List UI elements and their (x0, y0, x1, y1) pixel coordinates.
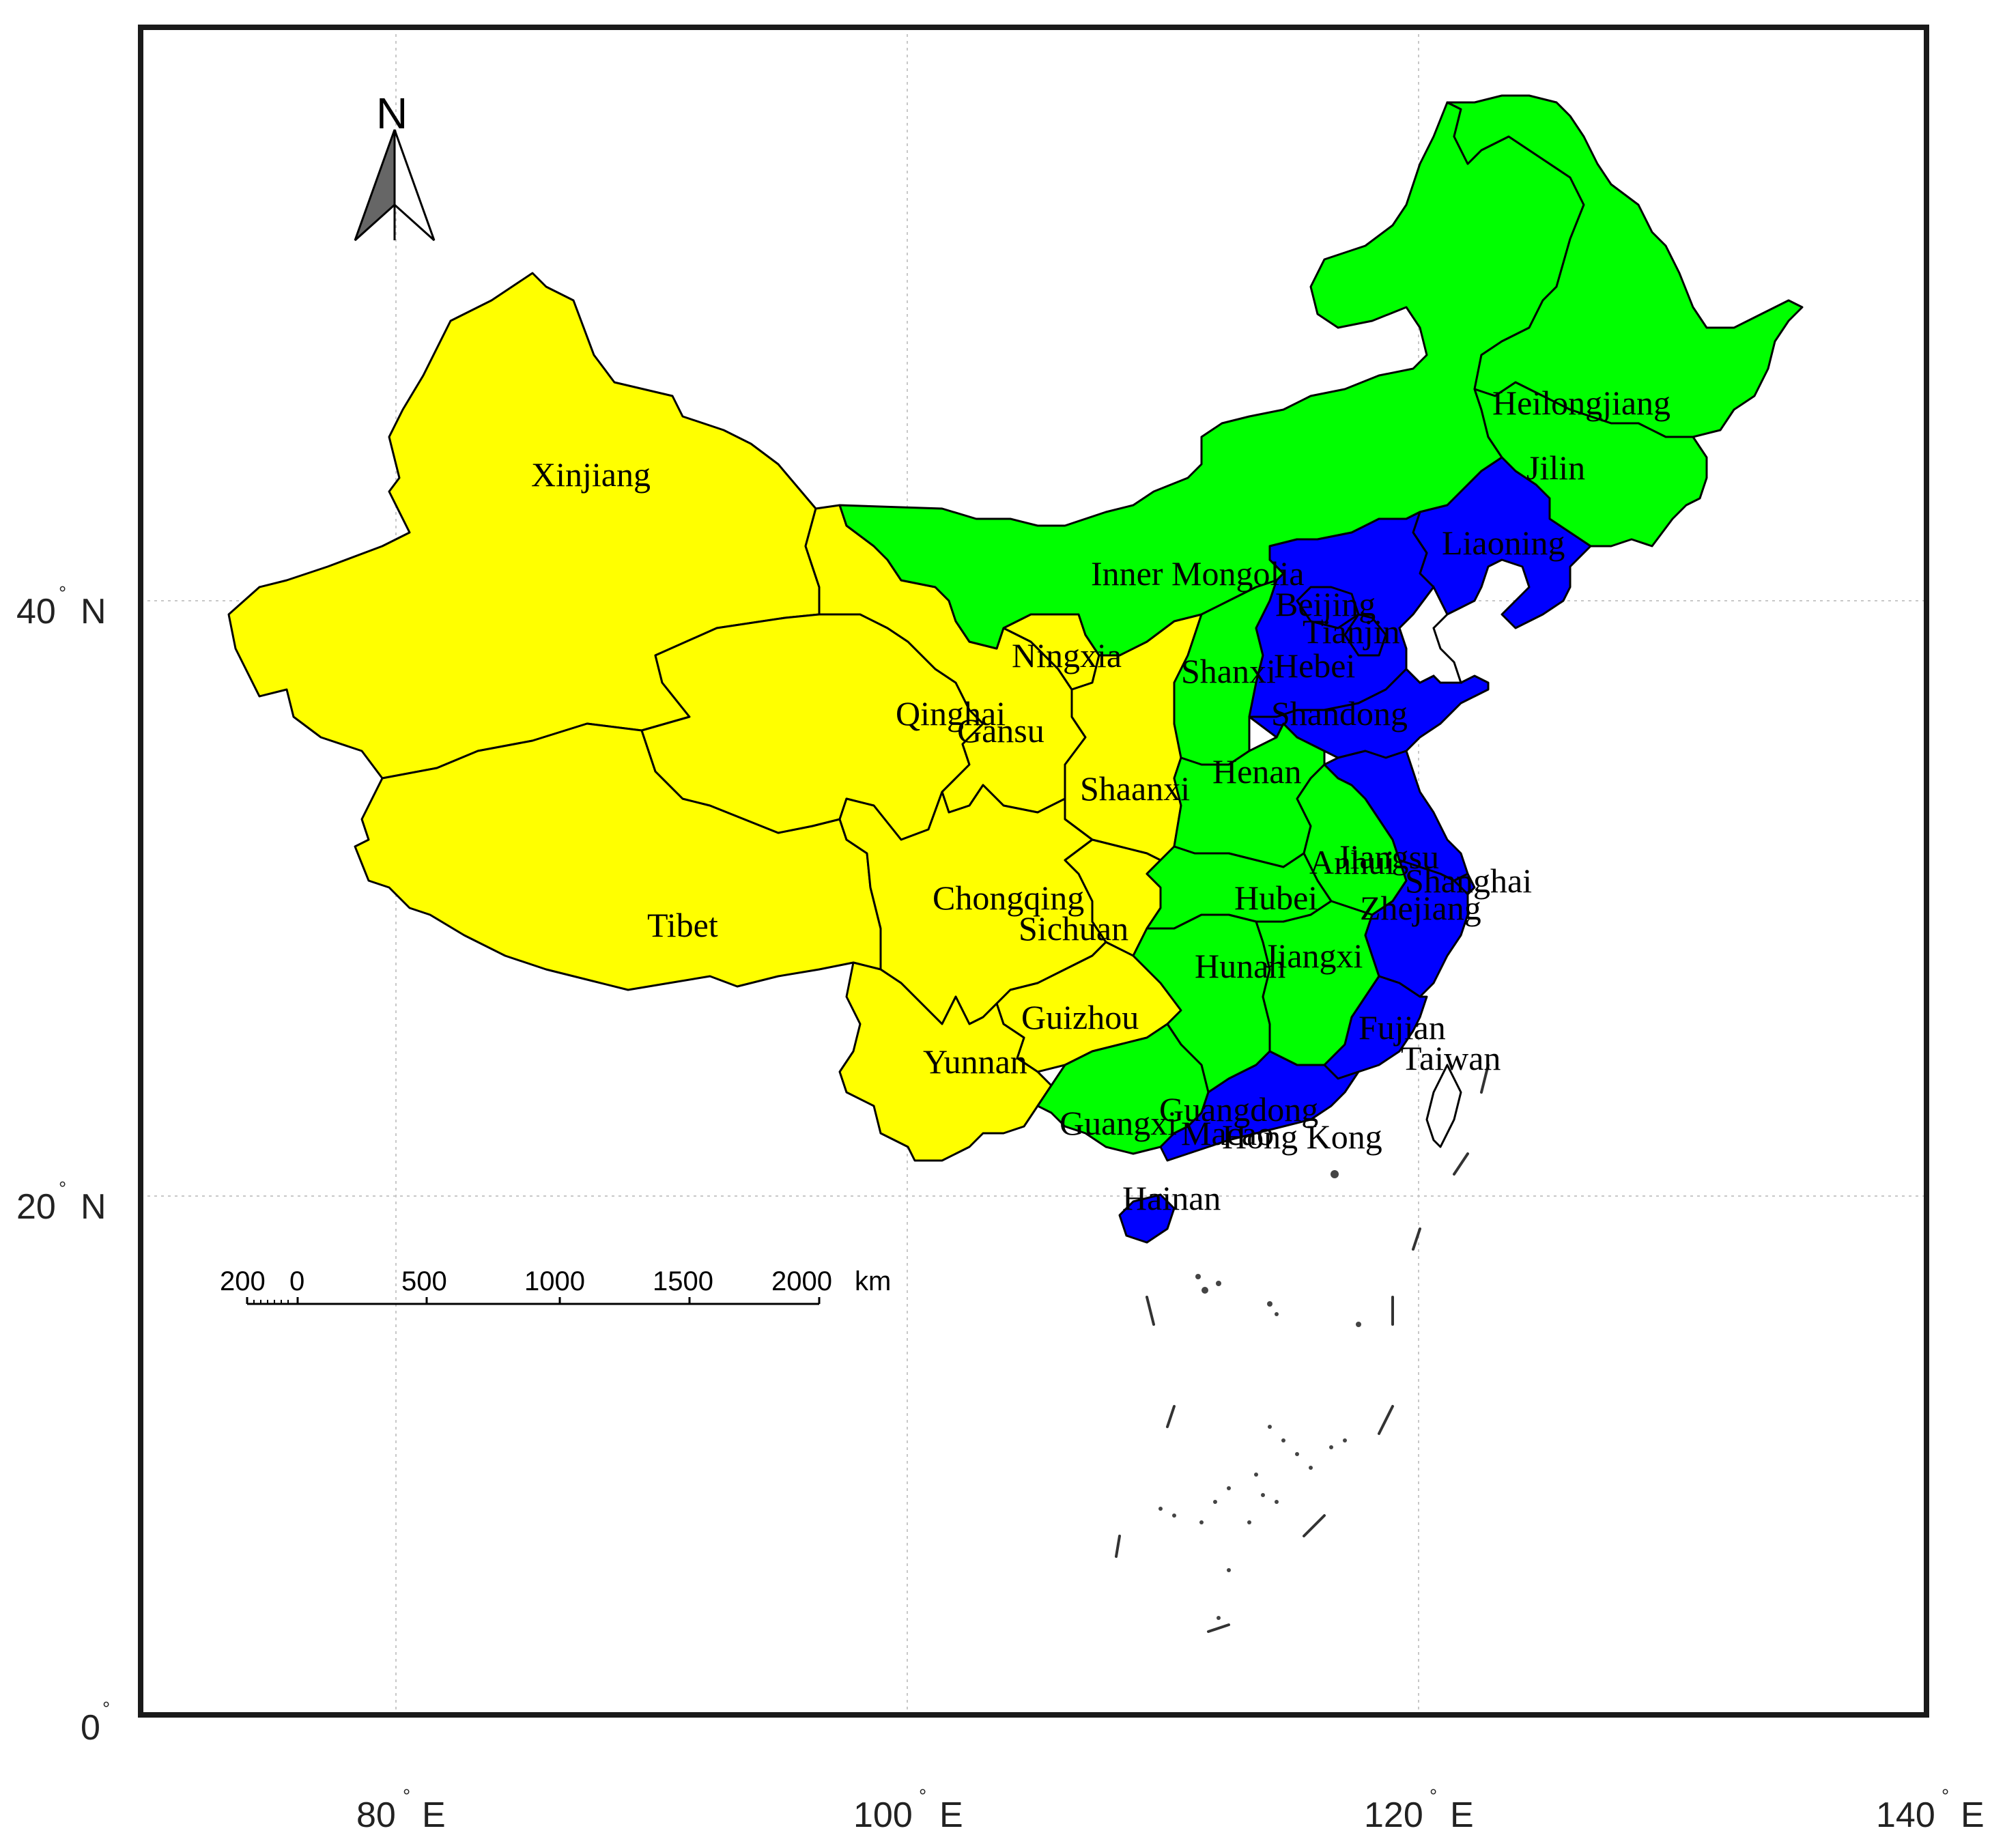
label-chongqing: Chongqing (933, 879, 1084, 917)
lat-label-20: 20 (16, 1187, 56, 1227)
lat-degree-20: ° (59, 1178, 66, 1199)
label-ningxia: Ningxia (1012, 636, 1122, 674)
lat-suffix-20: N (81, 1187, 106, 1227)
scale-label-200: 200 (220, 1266, 266, 1296)
label-shandong: Shandong (1271, 694, 1408, 733)
province-yunnan[interactable] (838, 961, 1053, 1162)
scale-bar: 200 0 500 1000 1500 2000 km (220, 1266, 891, 1305)
lon-degree-120: ° (1430, 1785, 1437, 1806)
map-frame (138, 25, 1929, 1718)
blue-region (1118, 456, 1592, 1244)
scale-label-1500: 1500 (653, 1266, 713, 1296)
lat-label-0: 0 (81, 1708, 100, 1748)
lat-label-40: 40 (16, 592, 56, 631)
lon-degree-140: ° (1942, 1785, 1949, 1806)
label-liaoning: Liaoning (1442, 524, 1565, 562)
label-jiangsu: Jiangsu (1337, 838, 1439, 876)
label-guangxi: Guangxi (1060, 1104, 1177, 1142)
lat-suffix-40: N (81, 592, 106, 631)
label-xinjiang: Xinjiang (531, 455, 651, 494)
lon-label-120: 120 (1364, 1795, 1423, 1835)
label-heilongjiang: Heilongjiang (1492, 384, 1670, 422)
longitude-labels: 80 ° E 100 ° E 120 ° E 140 ° E (356, 1785, 1985, 1835)
label-shaanxi: Shaanxi (1080, 769, 1190, 808)
lon-label-80: 80 (356, 1795, 396, 1835)
label-sichuan: Sichuan (1019, 909, 1128, 948)
label-macao: Macao (1181, 1114, 1274, 1152)
province-shandong[interactable] (1248, 668, 1490, 759)
green-region (838, 94, 1804, 1155)
compass-letter: N (376, 89, 408, 138)
scale-label-0: 0 (289, 1266, 304, 1296)
north-arrow-icon: N (354, 89, 436, 242)
label-shanxi: Shanxi (1181, 652, 1276, 690)
lat-degree-40: ° (59, 582, 66, 603)
bohai-sea (1398, 585, 1463, 684)
province-zhejiang[interactable] (1364, 859, 1469, 998)
label-yunnan: Yunnan (923, 1042, 1027, 1081)
scale-label-500: 500 (401, 1266, 447, 1296)
label-zhejiang: Zhejiang (1360, 889, 1481, 927)
label-fujian: Fujian (1359, 1008, 1446, 1047)
province-jiangsu[interactable] (1323, 750, 1469, 882)
lon-label-140: 140 (1876, 1795, 1935, 1835)
province-beijing[interactable] (1296, 586, 1360, 629)
lon-degree-80: ° (403, 1785, 410, 1806)
province-hainan[interactable] (1118, 1193, 1176, 1244)
label-guizhou: Guizhou (1021, 998, 1139, 1036)
label-tianjin: Tianjin (1303, 612, 1400, 651)
province-heilongjiang[interactable] (1446, 94, 1804, 438)
label-gansu: Gansu (957, 711, 1044, 750)
label-anhui: Anhui (1309, 843, 1395, 881)
yellow-region (227, 272, 1203, 1162)
province-taiwan[interactable] (1425, 1064, 1462, 1148)
scale-unit: km (855, 1266, 891, 1296)
label-jilin: Jilin (1526, 449, 1585, 487)
latitude-labels: 40 ° N 20 ° N 0 ° (16, 582, 110, 1748)
lon-suffix-140: E (1961, 1795, 1985, 1835)
label-beijing: Beijing (1275, 585, 1376, 623)
label-hainan: Hainan (1122, 1179, 1221, 1217)
lon-suffix-80: E (422, 1795, 446, 1835)
lon-suffix-100: E (939, 1795, 963, 1835)
label-jiangxi: Jiangxi (1264, 937, 1363, 975)
label-hebei: Hebei (1274, 646, 1355, 685)
label-taiwan: Taiwan (1401, 1039, 1501, 1077)
label-inner-mongolia: Inner Mongolia (1091, 554, 1304, 593)
lon-label-100: 100 (853, 1795, 913, 1835)
label-shanghai: Shanghai (1405, 862, 1532, 900)
lat-degree-0: ° (102, 1698, 110, 1719)
lon-suffix-120: E (1450, 1795, 1474, 1835)
scale-label-2000: 2000 (771, 1266, 832, 1296)
province-labels: Xinjiang Tibet Qinghai Gansu Ningxia Sha… (531, 384, 1670, 1217)
province-tianjin[interactable] (1343, 613, 1387, 657)
nine-dash-line (1115, 1064, 1490, 1633)
province-guangdong[interactable] (1159, 1050, 1360, 1162)
label-hubei: Hubei (1234, 879, 1318, 917)
label-henan: Henan (1212, 752, 1302, 791)
label-guangdong: Guangdong (1159, 1090, 1318, 1128)
label-tibet: Tibet (647, 906, 718, 944)
scale-label-1000: 1000 (524, 1266, 585, 1296)
lon-degree-100: ° (919, 1785, 926, 1806)
label-hong-kong: Hong Kong (1222, 1118, 1382, 1156)
province-fujian[interactable] (1323, 975, 1428, 1080)
label-hunan: Hunan (1195, 947, 1285, 985)
south-china-sea-islands (1158, 1170, 1361, 1620)
label-qinghai: Qinghai (896, 694, 1006, 733)
